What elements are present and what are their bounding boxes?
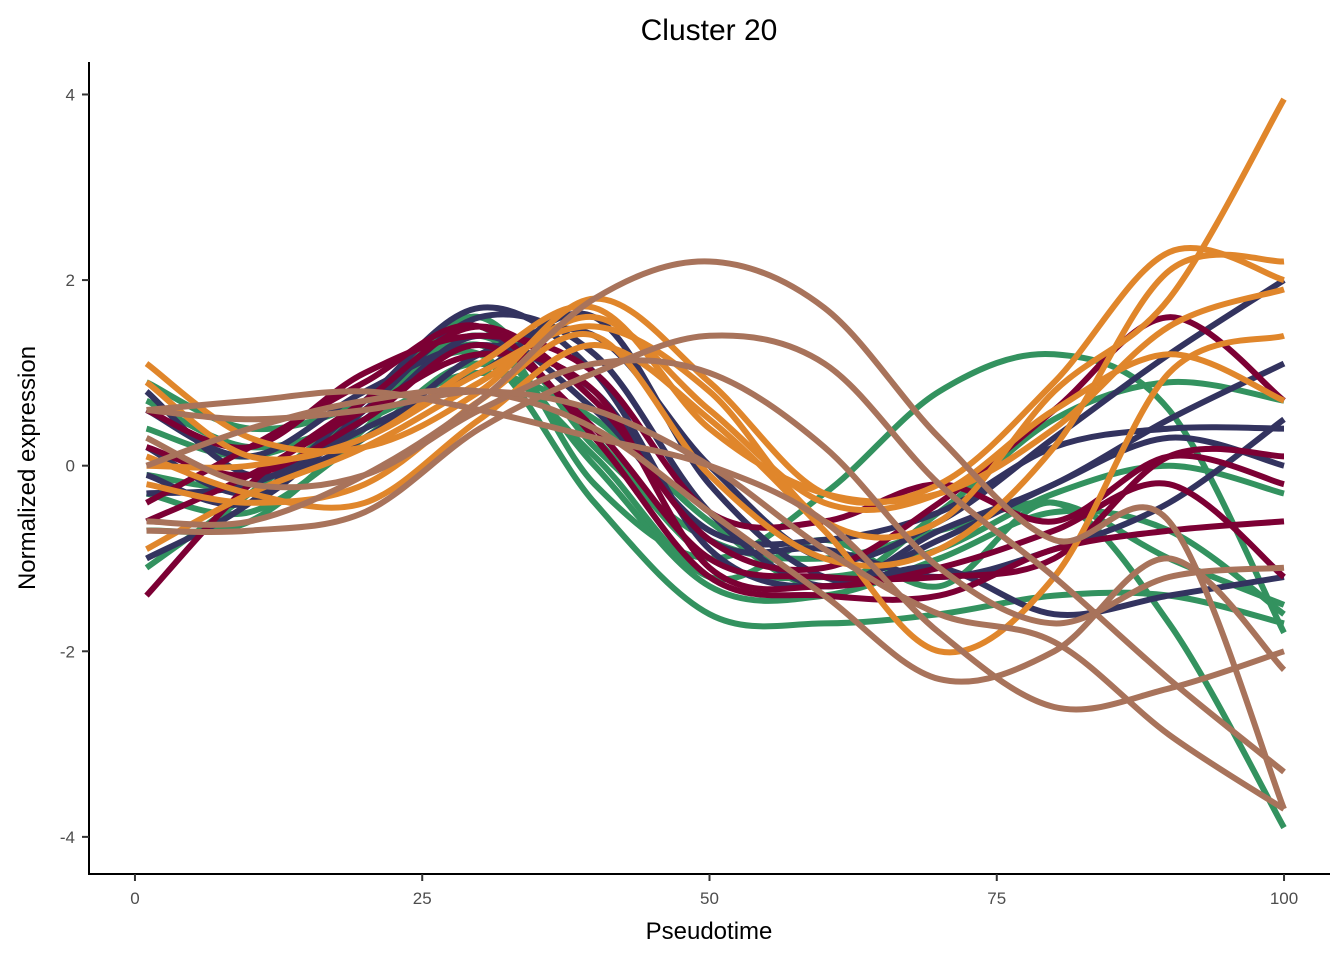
- x-tick-label: 0: [130, 889, 139, 908]
- series-layer: [144, 97, 1287, 830]
- x-tick-label: 50: [700, 889, 719, 908]
- series-line-23: [145, 251, 1285, 569]
- series-line-26: [146, 332, 1286, 775]
- series-line-14: [144, 314, 1286, 598]
- series-line-28: [145, 357, 1285, 627]
- x-tick-label: 25: [413, 889, 432, 908]
- series-line-27: [146, 388, 1285, 713]
- y-axis: -4 -2 0 2 4: [60, 85, 89, 847]
- x-axis-title: Pseudotime: [646, 918, 773, 945]
- x-axis: 0 25 50 75 100: [130, 874, 1298, 908]
- chart-title: Cluster 20: [641, 14, 778, 47]
- series-line-24: [144, 286, 1285, 505]
- series-line-19: [144, 245, 1285, 506]
- y-tick-label: 0: [66, 457, 75, 476]
- series-line-22: [145, 332, 1285, 656]
- series-line-21: [145, 314, 1286, 552]
- y-tick-label: -4: [60, 828, 75, 847]
- y-tick-label: 4: [66, 85, 75, 104]
- y-tick-label: -2: [60, 642, 75, 661]
- x-tick-label: 75: [987, 889, 1006, 908]
- series-line-11: [146, 310, 1285, 618]
- y-tick-label: 2: [66, 271, 75, 290]
- series-line-30: [146, 388, 1286, 812]
- series-line-13: [145, 332, 1285, 548]
- y-axis-title: Normalized expression: [14, 346, 41, 590]
- series-line-29: [145, 387, 1287, 685]
- x-tick-label: 100: [1270, 889, 1298, 908]
